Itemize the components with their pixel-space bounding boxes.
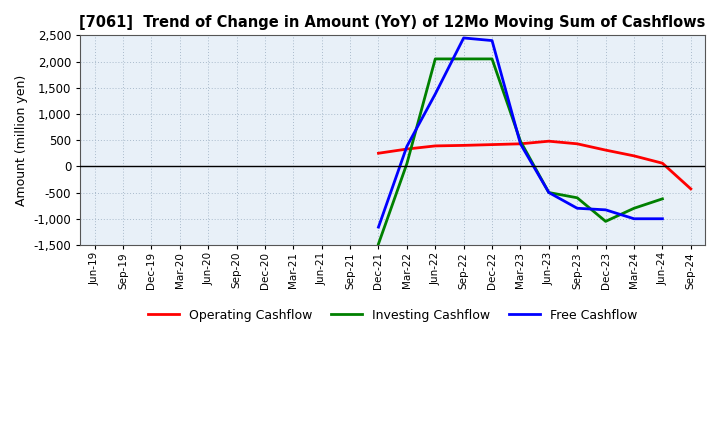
Investing Cashflow [658,196,667,202]
Operating Cashflow [402,147,411,152]
Free Cashflow [516,141,525,147]
Operating Cashflow [459,143,468,148]
Y-axis label: Amount (million yen): Amount (million yen) [15,74,28,206]
Operating Cashflow [573,141,582,147]
Line: Investing Cashflow: Investing Cashflow [379,59,662,244]
Investing Cashflow [374,241,383,246]
Free Cashflow [601,207,610,213]
Operating Cashflow [686,186,695,191]
Operating Cashflow [516,141,525,147]
Line: Free Cashflow: Free Cashflow [379,38,662,227]
Investing Cashflow [601,219,610,224]
Investing Cashflow [459,56,468,62]
Investing Cashflow [487,56,496,62]
Investing Cashflow [402,161,411,166]
Free Cashflow [487,38,496,43]
Free Cashflow [402,144,411,149]
Operating Cashflow [431,143,440,149]
Operating Cashflow [630,153,639,158]
Operating Cashflow [658,161,667,166]
Investing Cashflow [573,195,582,201]
Free Cashflow [573,205,582,211]
Line: Operating Cashflow: Operating Cashflow [379,141,690,189]
Free Cashflow [630,216,639,221]
Free Cashflow [374,224,383,230]
Operating Cashflow [601,147,610,153]
Title: [7061]  Trend of Change in Amount (YoY) of 12Mo Moving Sum of Cashflows: [7061] Trend of Change in Amount (YoY) o… [79,15,706,30]
Investing Cashflow [516,139,525,144]
Legend: Operating Cashflow, Investing Cashflow, Free Cashflow: Operating Cashflow, Investing Cashflow, … [143,304,643,327]
Operating Cashflow [487,142,496,147]
Free Cashflow [431,92,440,97]
Investing Cashflow [431,56,440,62]
Free Cashflow [658,216,667,221]
Investing Cashflow [544,190,553,195]
Free Cashflow [459,35,468,40]
Investing Cashflow [630,205,639,211]
Operating Cashflow [544,139,553,144]
Operating Cashflow [374,150,383,156]
Free Cashflow [544,190,553,195]
